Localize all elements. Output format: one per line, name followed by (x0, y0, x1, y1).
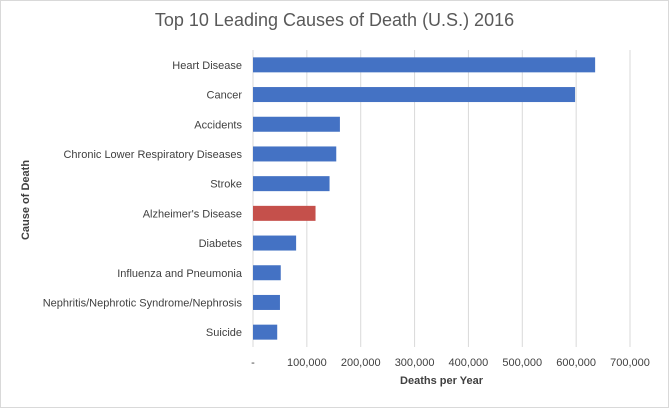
category-label: Accidents (194, 119, 242, 131)
category-label: Cancer (207, 90, 243, 102)
bar (253, 265, 281, 281)
bar (253, 235, 297, 251)
category-label: Suicide (206, 327, 242, 339)
bar (253, 324, 278, 340)
x-tick-label: 200,000 (341, 357, 381, 369)
category-label: Alzheimer's Disease (143, 208, 242, 220)
category-label: Nephritis/Nephrotic Syndrome/Nephrosis (43, 297, 243, 309)
category-label: Diabetes (199, 238, 243, 250)
category-label: Chronic Lower Respiratory Diseases (63, 149, 242, 161)
category-label: Stroke (210, 179, 242, 191)
x-tick-label: 600,000 (556, 357, 596, 369)
category-label: Heart Disease (172, 60, 242, 72)
x-axis-label: Deaths per Year (400, 375, 483, 387)
bar (253, 57, 596, 73)
x-tick-label: 700,000 (610, 357, 650, 369)
x-tick-label: 300,000 (395, 357, 435, 369)
bar (253, 87, 576, 103)
x-tick-label: - (251, 357, 255, 369)
chart-title: Top 10 Leading Causes of Death (U.S.) 20… (154, 10, 515, 30)
bar (253, 294, 280, 310)
x-tick-label: 100,000 (287, 357, 327, 369)
bar (253, 176, 330, 192)
category-label: Influenza and Pneumonia (117, 268, 243, 280)
x-tick-label: 400,000 (449, 357, 489, 369)
bar (253, 205, 316, 221)
x-tick-label: 500,000 (502, 357, 542, 369)
bar (253, 146, 337, 162)
bar (253, 116, 340, 132)
